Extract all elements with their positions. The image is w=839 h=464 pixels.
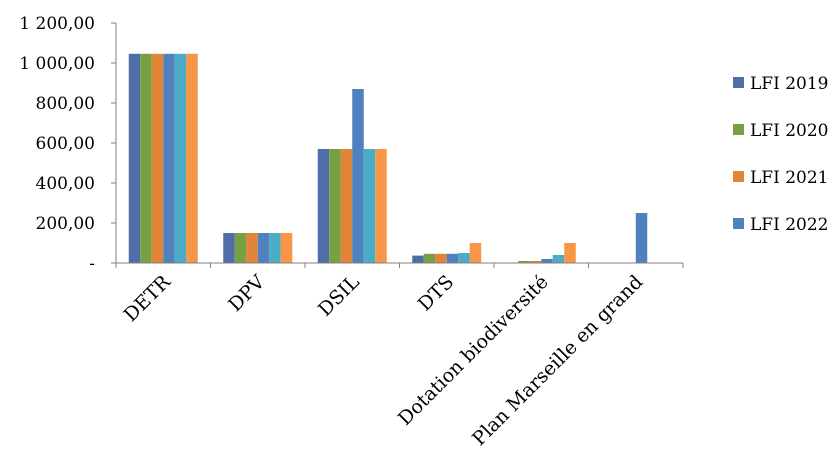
y-tick-label: 400,00 (36, 174, 95, 194)
legend-label: LFI 2022 (750, 215, 828, 235)
y-tick-label: 1 200,00 (19, 14, 95, 34)
bar (564, 243, 576, 263)
bar (163, 53, 175, 263)
bar (128, 53, 141, 263)
bar (223, 233, 235, 263)
bar (151, 53, 164, 263)
bar (552, 255, 565, 263)
bar (423, 253, 436, 263)
bar (269, 233, 281, 263)
bar (363, 149, 376, 263)
x-tick-label: DTS (414, 271, 459, 316)
bar (469, 243, 482, 263)
bar (174, 53, 187, 263)
y-tick-label: 600,00 (36, 134, 95, 154)
bar (412, 255, 424, 263)
legend-label: LFI 2021 (750, 168, 828, 188)
y-tick-label: 200,00 (36, 214, 95, 234)
legend-swatch (733, 171, 744, 182)
bar (140, 53, 152, 263)
bar (246, 233, 258, 263)
bar (317, 149, 330, 263)
y-tick-label: 1 000,00 (19, 54, 95, 74)
bars-layer (128, 53, 648, 263)
bar (529, 261, 542, 263)
x-tick-label: DSIL (314, 271, 364, 321)
y-tick-label: 800,00 (36, 94, 95, 114)
legend-swatch (733, 77, 744, 88)
bar (518, 261, 530, 263)
legend-swatch (733, 218, 744, 229)
bar (340, 149, 353, 263)
legend-label: LFI 2020 (750, 121, 828, 141)
bar (257, 233, 270, 263)
bar (446, 253, 459, 263)
legend-swatch (733, 124, 744, 135)
axes-layer (111, 22, 684, 268)
bar (435, 253, 447, 263)
bar (280, 233, 293, 263)
legend-label: LFI 2019 (750, 74, 828, 94)
bar (458, 253, 470, 263)
legend: LFI 2019 LFI 2020 LFI 2021 LFI 2022 (733, 74, 828, 235)
y-axis-ticks: - 200,00 400,00 600,00 800,00 1 000,00 1 200,0… (19, 14, 95, 274)
bar (541, 259, 553, 263)
bar (352, 89, 364, 263)
bar (234, 233, 247, 263)
y-tick-label: - (89, 254, 95, 274)
x-tick-label: DPV (224, 271, 269, 316)
x-tick-label: DETR (120, 270, 176, 326)
x-tick-label: Plan Marseille en grand (468, 271, 647, 450)
bar (375, 149, 387, 263)
bar (329, 149, 341, 263)
bar (186, 53, 198, 263)
bar (635, 213, 648, 263)
